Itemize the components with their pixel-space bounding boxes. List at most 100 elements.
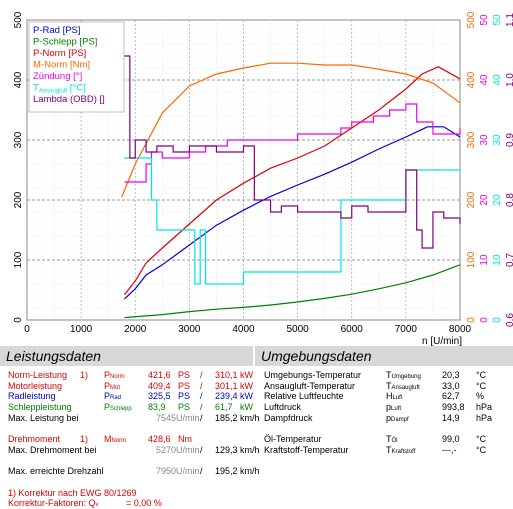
- y-right-tick-label: 300: [466, 131, 477, 148]
- x-tick-label: 0: [24, 324, 30, 335]
- env-unit: hPa: [476, 402, 493, 413]
- env-symbol: TAnsaugluft: [386, 380, 420, 391]
- leistung-row: Drehmoment 1) MNorm 428,6 Nm: [8, 434, 253, 445]
- row-unit-1: U/min: [176, 444, 200, 455]
- row-symbol: MNorm: [104, 434, 127, 445]
- row-value-1: 83,9: [148, 402, 166, 413]
- umgebung-row: Kraftstoff-Temperatur TKraftstoff ---,- °C: [264, 445, 509, 456]
- row-unit-2: km/h: [240, 444, 260, 455]
- series-line: [124, 126, 461, 300]
- env-label: Luftdruck: [264, 402, 302, 413]
- env-symbol: HLuft: [386, 391, 403, 402]
- env-label: Umgebungs-Temperatur: [264, 370, 362, 380]
- row-label: Motorleistung: [8, 380, 63, 391]
- row-value-1: 325,5: [148, 391, 171, 402]
- y-left-tick-label: 400: [13, 71, 24, 88]
- env-symbol-sub: Ansaugluft: [391, 384, 420, 391]
- env-unit: hPa: [476, 412, 493, 423]
- row-value-1: 5270: [156, 444, 177, 455]
- env-value: 99,0: [442, 434, 460, 445]
- row-value-1: 428,6: [148, 434, 171, 445]
- y-right-tick-label: 50: [492, 14, 503, 26]
- y-right-tick-label: 0.7: [505, 253, 513, 267]
- env-value: 993,8: [442, 402, 465, 413]
- x-axis-label: n [U/min]: [422, 336, 462, 346]
- row-slash: /: [200, 391, 203, 402]
- row-symbol-sub: Mot: [110, 384, 121, 391]
- series-line: [124, 264, 461, 319]
- env-value: 14,9: [442, 412, 460, 423]
- legend-entry: P-Rad [PS]: [33, 25, 81, 36]
- x-tick-label: 1000: [70, 324, 93, 335]
- y-right-tick-label: 50: [479, 14, 490, 26]
- row-value-1: 7545: [156, 412, 177, 423]
- y-left-tick-label: 100: [13, 251, 24, 268]
- series-line: [123, 66, 461, 296]
- env-unit: °C: [476, 434, 487, 445]
- legend-entry: TAnsaugluft [°C]: [33, 83, 86, 95]
- row-unit-1: PS: [178, 380, 191, 391]
- row-unit-2: kW: [240, 391, 253, 402]
- row-value-2: 61,7: [215, 402, 233, 413]
- row-value-2: 195,2: [215, 466, 238, 477]
- row-symbol: PSchlepp: [104, 402, 132, 413]
- leistung-row: [8, 423, 253, 434]
- row-value-2: 185,2: [215, 412, 238, 423]
- y-right-tick-label: 0: [492, 317, 503, 323]
- env-symbol: pDampf: [386, 412, 409, 423]
- row-unit-2: km/h: [240, 412, 260, 423]
- row-slash: /: [200, 380, 203, 391]
- row-label-sub: v: [95, 502, 99, 509]
- y-right-tick-label: 1.1: [505, 13, 513, 27]
- y-right-tick-label: 0: [466, 317, 477, 323]
- leistung-row: [8, 477, 253, 488]
- x-tick-label: 7000: [395, 324, 418, 335]
- leistung-row: Schleppleistung PSchlepp 83,9 PS / 61,7 kW: [8, 402, 253, 413]
- row-unit-1: U/min: [176, 466, 200, 477]
- y-left-tick-label: 200: [13, 191, 24, 208]
- row-symbol-sub: Norm: [111, 438, 127, 445]
- row-label: Radleistung: [8, 391, 56, 402]
- y-right-tick-label: 40: [479, 74, 490, 86]
- env-value: 20,3: [442, 370, 460, 380]
- leistungsdaten-rows: Norm-Leistung 1) PNorm 421,6 PS/310,1 kW Motor…: [8, 370, 260, 509]
- env-label: Dampfdruck: [264, 412, 313, 423]
- row-label: Norm-Leistung: [8, 370, 68, 380]
- row-symbol-sub: Norm: [110, 374, 125, 380]
- umgebung-row: Öl-Temperatur TÖl 99,0 °C: [264, 434, 509, 445]
- row-unit-2: kW: [240, 380, 253, 391]
- row-unit-1: PS: [178, 391, 191, 402]
- leistung-row: Max. Leistung bei 7545 U/min/ 185,2 km/h: [8, 412, 260, 424]
- legend-entry: Zündung [°]: [33, 71, 82, 82]
- row-label: 1) Korrektur nach EWG 80/1269: [8, 487, 137, 498]
- y-right-tick-label: 40: [492, 74, 503, 86]
- y-right-tick-label: 0.8: [505, 193, 513, 207]
- row-value-2: 301,1: [215, 380, 238, 391]
- x-tick-label: 3000: [178, 324, 201, 335]
- row-label: Drehmoment: [8, 434, 61, 445]
- y-right-tick-label: 30: [492, 134, 503, 146]
- y-right-tick-label: 500: [466, 11, 477, 28]
- y-right-tick-label: 20: [492, 194, 503, 206]
- row-value-2: 239,4: [215, 391, 238, 402]
- row-slash: /: [200, 370, 203, 380]
- x-tick-label: 5000: [287, 324, 310, 335]
- table-separator: [253, 346, 255, 500]
- umgebungsdaten-header: Umgebungsdaten: [255, 346, 513, 366]
- env-symbol-sub: Dampf: [391, 416, 409, 423]
- leistung-row: Norm-Leistung 1) PNorm 421,6 PS / 310,1 kW: [8, 370, 253, 381]
- row-label: Max. erreichte Drehzahl: [8, 466, 104, 477]
- legend-entry: M-Norm [Nm]: [33, 60, 90, 71]
- umgebung-row: Dampfdruck pDampf 14,9 hPa: [264, 413, 509, 424]
- env-value: ---,-: [442, 444, 457, 455]
- env-label: Öl-Temperatur: [264, 434, 322, 445]
- env-unit: %: [476, 391, 485, 402]
- env-symbol: TUmgebung: [386, 370, 421, 380]
- y-right-tick-label: 400: [466, 71, 477, 88]
- row-unit-1: U/min: [176, 412, 200, 423]
- y-right-tick-label: 0.6: [505, 313, 513, 327]
- y-left-tick-label: 0: [13, 317, 24, 323]
- y-left-tick-label: 500: [13, 11, 24, 28]
- y-left-tick-label: 300: [13, 131, 24, 148]
- row-symbol-sub: Schlepp: [110, 406, 132, 413]
